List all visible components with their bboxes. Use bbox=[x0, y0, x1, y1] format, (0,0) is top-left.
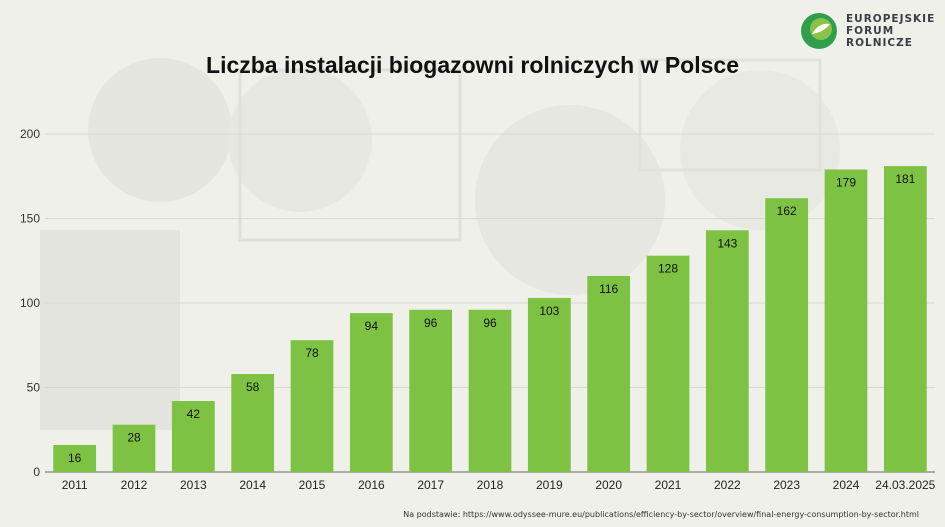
data-label: 116 bbox=[599, 282, 618, 296]
x-tick-label: 2013 bbox=[180, 478, 207, 492]
data-label: 78 bbox=[305, 346, 319, 360]
x-tick-label: 2012 bbox=[121, 478, 148, 492]
data-label: 181 bbox=[895, 172, 915, 186]
data-label: 96 bbox=[424, 316, 438, 330]
source-note: Na podstawie: https://www.odyssee-mure.e… bbox=[403, 510, 919, 519]
x-tick-label: 24.03.2025 bbox=[875, 478, 935, 492]
data-label: 58 bbox=[246, 380, 260, 394]
x-tick-label: 2019 bbox=[536, 478, 563, 492]
bar bbox=[290, 340, 334, 472]
bar bbox=[409, 309, 453, 472]
x-tick-label: 2017 bbox=[417, 478, 444, 492]
logo-line-2: FORUM bbox=[846, 25, 895, 37]
x-tick-label: 2015 bbox=[299, 478, 326, 492]
data-label: 42 bbox=[187, 407, 201, 421]
bar bbox=[468, 309, 512, 472]
bar bbox=[527, 297, 571, 472]
logo-line-3: ROLNICZE bbox=[846, 37, 913, 49]
bar bbox=[705, 230, 749, 472]
logo-icon bbox=[801, 13, 837, 49]
bar bbox=[171, 401, 215, 472]
bar bbox=[883, 166, 927, 473]
x-tick-label: 2020 bbox=[595, 478, 622, 492]
x-tick-label: 2024 bbox=[833, 478, 860, 492]
bar bbox=[349, 313, 393, 472]
y-tick-label: 0 bbox=[33, 465, 40, 479]
data-label: 96 bbox=[483, 316, 497, 330]
x-tick-label: 2011 bbox=[62, 478, 88, 492]
bar bbox=[824, 169, 868, 473]
data-label: 28 bbox=[127, 431, 141, 445]
bar bbox=[646, 255, 690, 472]
bar bbox=[112, 424, 156, 472]
x-tick-label: 2018 bbox=[477, 478, 504, 492]
logo: EUROPEJSKIE FORUM ROLNICZE bbox=[800, 10, 940, 52]
data-label: 179 bbox=[836, 175, 856, 189]
data-label: 128 bbox=[658, 262, 678, 276]
chart-title: Liczba instalacji biogazowni rolniczych … bbox=[206, 52, 739, 78]
data-label: 103 bbox=[539, 304, 559, 318]
data-label: 94 bbox=[365, 319, 379, 333]
x-tick-label: 2016 bbox=[358, 478, 385, 492]
bar bbox=[765, 198, 809, 472]
bar bbox=[53, 444, 97, 472]
data-label: 162 bbox=[777, 204, 797, 218]
y-tick-label: 50 bbox=[27, 381, 41, 395]
x-tick-label: 2014 bbox=[239, 478, 266, 492]
x-tick-label: 2022 bbox=[714, 478, 741, 492]
y-tick-label: 150 bbox=[20, 212, 40, 226]
y-tick-label: 200 bbox=[20, 127, 40, 141]
y-tick-label: 100 bbox=[20, 296, 40, 310]
x-tick-label: 2023 bbox=[773, 478, 800, 492]
data-label: 143 bbox=[717, 236, 737, 250]
data-label: 16 bbox=[68, 451, 82, 465]
logo-line-1: EUROPEJSKIE bbox=[846, 13, 936, 25]
logo-wordmark: EUROPEJSKIE FORUM ROLNICZE bbox=[846, 13, 935, 49]
bar bbox=[231, 373, 275, 472]
bar bbox=[587, 275, 631, 472]
x-tick-label: 2021 bbox=[655, 478, 682, 492]
